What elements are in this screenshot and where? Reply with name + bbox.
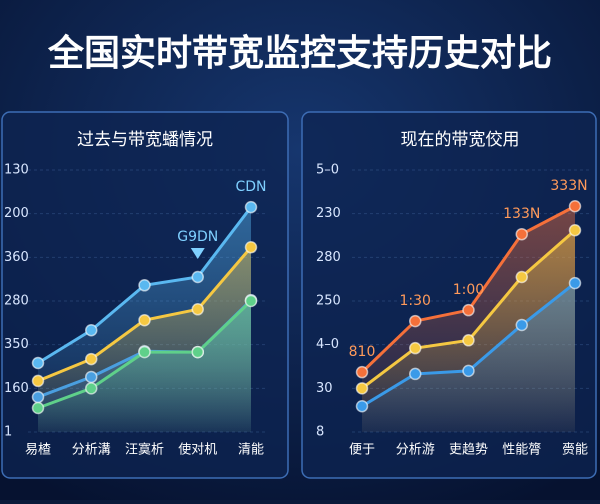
x-tick-label: 分析游: [396, 443, 435, 458]
point: [31, 356, 45, 370]
annotation: 1:30: [400, 293, 431, 309]
point: [515, 270, 528, 284]
point: [191, 270, 204, 284]
x-tick-label: 赍能: [562, 443, 588, 458]
annotation: G9DN: [177, 229, 218, 245]
annotation: CDN: [235, 179, 266, 195]
point: [244, 294, 258, 308]
point: [515, 227, 528, 241]
area: [38, 301, 251, 432]
y-tick-label: 5–0: [316, 163, 339, 178]
point: [244, 241, 258, 254]
annotation: 810: [349, 344, 376, 360]
x-tick-label: 清能: [238, 443, 264, 458]
y-tick-label: 280: [4, 294, 29, 309]
point: [462, 303, 475, 317]
y-tick-label: 360: [4, 250, 29, 265]
x-tick-label: 易楂: [25, 443, 51, 458]
annotation: 1:00: [453, 282, 484, 298]
x-tick-label: 分析溝: [72, 443, 111, 458]
x-tick-label: 使对机: [178, 442, 217, 458]
point: [409, 314, 422, 328]
point: [191, 303, 204, 316]
chart-title: 过去与带宽蟠情况: [77, 130, 213, 150]
y-tick-label: 8: [316, 425, 324, 440]
point: [515, 318, 528, 332]
point: [244, 200, 258, 214]
area: [362, 283, 575, 432]
point: [568, 199, 582, 213]
point: [31, 401, 45, 415]
y-tick-label: 200: [4, 206, 29, 221]
point: [409, 341, 422, 355]
point: [138, 345, 151, 359]
point: [85, 370, 98, 384]
point: [85, 382, 98, 395]
annotation: 133N: [503, 206, 540, 222]
point: [355, 365, 369, 379]
point: [568, 224, 582, 237]
point: [138, 313, 151, 327]
chart-title: 现在的带宽佼用: [401, 130, 520, 150]
y-tick-label: 4–0: [316, 337, 339, 352]
y-tick-label: 250: [316, 294, 341, 309]
x-tick-label: 性能膂: [502, 442, 541, 458]
point: [31, 390, 45, 404]
x-tick-label: 吏趋势: [449, 442, 488, 458]
y-tick-label: 30: [316, 381, 333, 396]
point: [355, 399, 369, 413]
point: [85, 352, 98, 366]
point: [409, 367, 422, 381]
y-tick-label: 130: [4, 163, 29, 178]
point: [355, 382, 369, 395]
point: [85, 324, 98, 337]
point: [462, 364, 475, 378]
x-tick-label: 便于: [349, 443, 375, 458]
point: [462, 334, 475, 347]
point: [568, 276, 582, 290]
y-tick-label: 160: [4, 381, 29, 396]
point: [138, 279, 151, 292]
annotation-arrow: [190, 247, 205, 259]
point: [191, 345, 204, 359]
y-tick-label: 230: [316, 206, 341, 221]
x-tick-label: 汪寞析: [125, 443, 164, 458]
annotation: 333N: [550, 178, 587, 194]
y-tick-label: 350: [4, 337, 29, 352]
y-tick-label: 1: [4, 425, 12, 440]
y-tick-label: 280: [316, 250, 341, 265]
page-title: 全国实时带宽监控支持历史对比: [47, 32, 552, 74]
point: [31, 374, 45, 388]
